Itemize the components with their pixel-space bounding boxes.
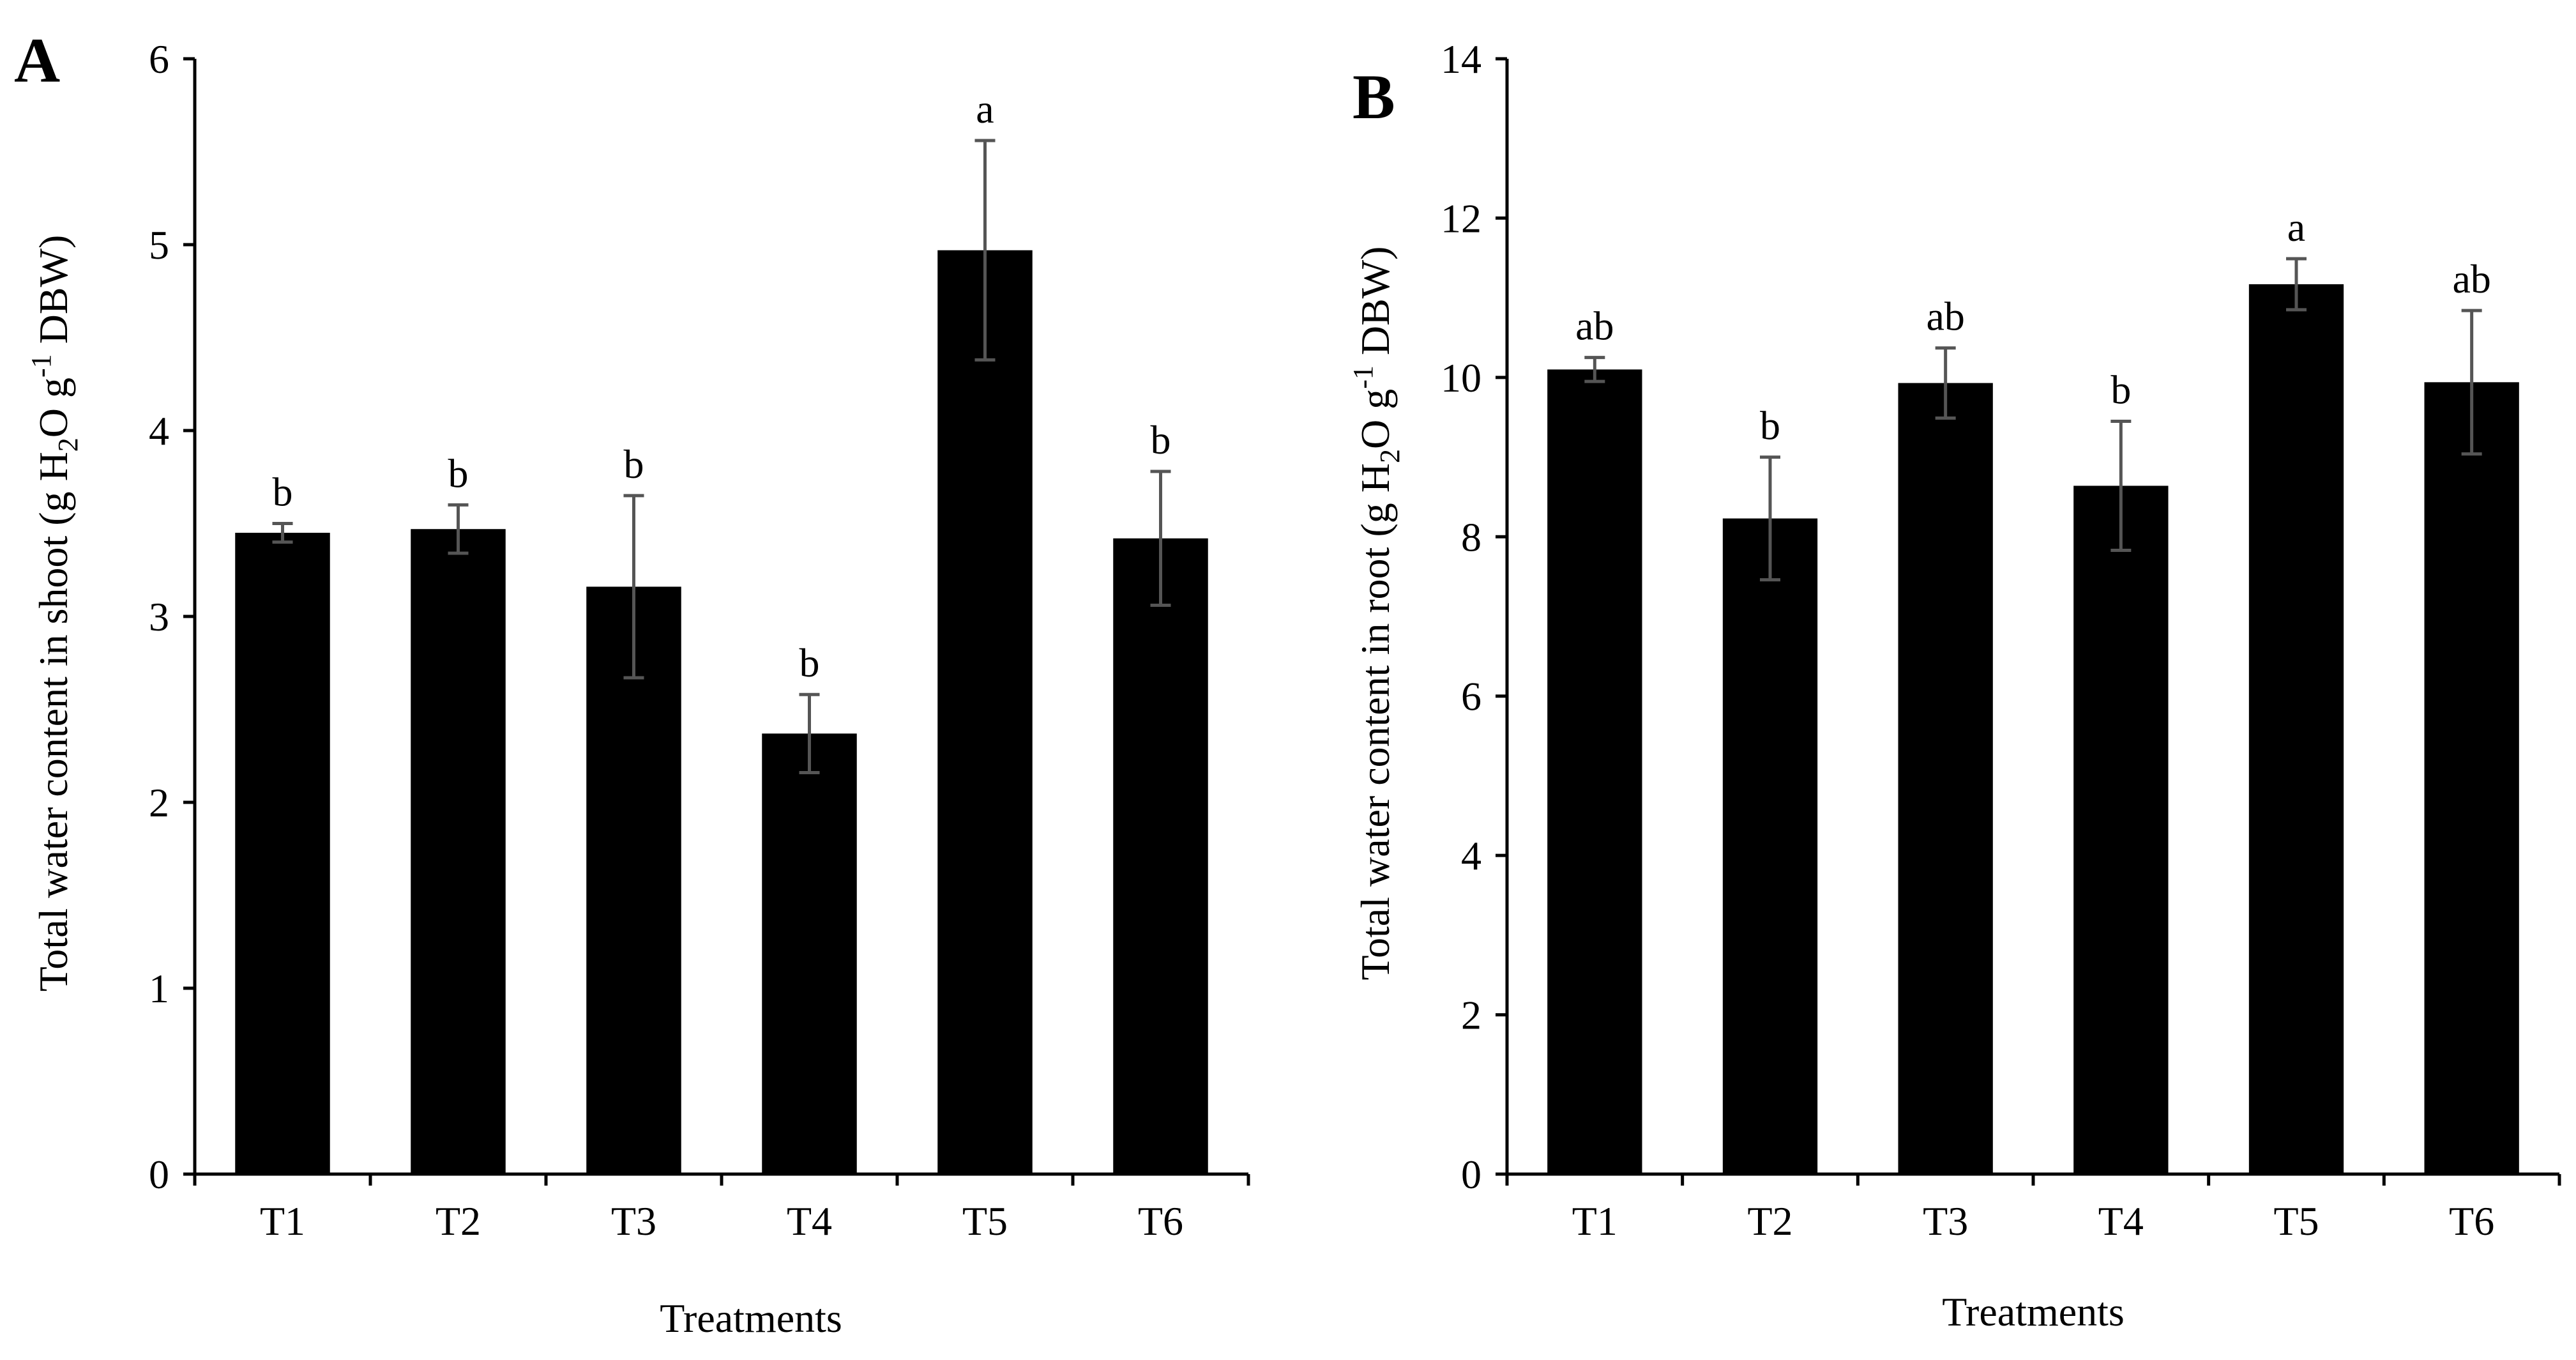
- panel-a-y-title-sup: -1: [26, 354, 57, 378]
- panel-a-significance-label-T3: b: [624, 441, 644, 487]
- panel-a-bar-T2: [411, 529, 506, 1174]
- panel-b-bar-T2: [1722, 518, 1818, 1174]
- panel-b-category-label-T5: T5: [2273, 1198, 2319, 1244]
- panel-a-x-axis-title: Treatments: [660, 1295, 842, 1341]
- panel-b-bar-T4: [2073, 485, 2169, 1175]
- panel-a-y-axis-title: Total water content in shoot (g H2O g-1 …: [26, 235, 84, 992]
- panel-b-category-label-T1: T1: [1572, 1198, 1618, 1244]
- panel-b-bar-T1: [1547, 369, 1642, 1174]
- panel-b-y-tick-label: 10: [1441, 355, 1481, 401]
- panel-b-y-axis-title: Total water content in root (g H2O g-1 D…: [1347, 247, 1405, 981]
- panel-b-y-title-post: DBW): [1352, 247, 1398, 366]
- panel-a-significance-label-T6: b: [1151, 417, 1171, 462]
- panel-a-significance-label-T1: b: [273, 470, 293, 515]
- panel-b-category-label-T2: T2: [1747, 1198, 1792, 1244]
- panel-a-category-label-T6: T6: [1138, 1198, 1183, 1244]
- panel-b-y-title-pre: Total water content in root (g H: [1352, 463, 1398, 981]
- panel-a-bar-T4: [762, 733, 857, 1174]
- panel-b-significance-label-T1: ab: [1575, 303, 1614, 349]
- panel-a-y-tick-label: 0: [149, 1152, 169, 1197]
- panel-b-y-tick-label: 2: [1461, 993, 1481, 1038]
- panel-a-bar-T3: [586, 586, 681, 1174]
- panel-b-significance-label-T4: b: [2110, 367, 2131, 412]
- panel-a-category-label-T1: T1: [260, 1198, 305, 1244]
- panel-a-y-tick-label: 4: [149, 408, 169, 454]
- panel-b-bar-T3: [1898, 383, 1993, 1174]
- panel-a-bar-T5: [937, 250, 1033, 1175]
- panel-b-bar-T6: [2424, 382, 2519, 1174]
- panel-a-category-label-T3: T3: [611, 1198, 656, 1244]
- panel-b-y-tick-label: 0: [1461, 1152, 1481, 1197]
- panel-a-significance-label-T2: b: [448, 450, 469, 496]
- panel-a-y-title-mid: O g: [31, 378, 76, 438]
- panel-b-significance-label-T3: ab: [1926, 294, 1964, 339]
- panel-a-y-tick-label: 3: [149, 594, 169, 639]
- panel-a-y-tick-label: 1: [149, 966, 169, 1011]
- panel-b-significance-label-T6: ab: [2452, 256, 2490, 302]
- panel-b: B Total water content in root (g H2O g-1…: [1347, 36, 2561, 1334]
- panel-b-bar-T5: [2248, 284, 2344, 1175]
- panel-a-significance-label-T4: b: [799, 640, 820, 685]
- panel-b-y-tick-label: 8: [1461, 514, 1481, 560]
- panel-b-y-title-sup: -1: [1347, 365, 1379, 389]
- panel-a-category-label-T4: T4: [787, 1198, 832, 1244]
- panel-b-significance-label-T5: a: [2287, 204, 2305, 250]
- panel-b-y-title-sub: 2: [1374, 449, 1405, 463]
- panel-a-y-tick-label: 6: [149, 36, 169, 82]
- panel-b-y-title-mid: O g: [1352, 389, 1398, 449]
- panel-b-y-tick-label: 6: [1461, 674, 1481, 719]
- panel-a-letter: A: [14, 25, 60, 96]
- panel-b-category-label-T6: T6: [2449, 1198, 2494, 1244]
- panel-b-category-label-T3: T3: [1923, 1198, 1968, 1244]
- panel-a-y-title-post: DBW): [31, 235, 76, 355]
- panel-b-significance-label-T2: b: [1760, 403, 1780, 448]
- panel-a-bar-T1: [235, 533, 330, 1174]
- panel-a-category-label-T5: T5: [962, 1198, 1008, 1244]
- panel-a: A Total water content in shoot (g H2O g-…: [14, 25, 1250, 1341]
- panel-a-bar-T6: [1113, 538, 1208, 1174]
- panel-a-y-tick-label: 5: [149, 222, 169, 268]
- panel-b-x-axis-title: Treatments: [1942, 1289, 2125, 1334]
- panel-b-category-label-T4: T4: [2098, 1198, 2144, 1244]
- panel-a-y-title-pre: Total water content in shoot (g H: [31, 452, 76, 991]
- panel-b-y-tick-label: 14: [1441, 36, 1481, 82]
- panel-b-y-tick-label: 4: [1461, 833, 1481, 878]
- panel-b-letter: B: [1352, 61, 1395, 132]
- panel-b-y-tick-label: 12: [1441, 195, 1481, 241]
- panel-a-y-tick-label: 2: [149, 780, 169, 825]
- panel-a-category-label-T2: T2: [436, 1198, 481, 1244]
- panel-a-y-title-sub: 2: [52, 438, 84, 452]
- panel-a-significance-label-T5: a: [976, 86, 994, 132]
